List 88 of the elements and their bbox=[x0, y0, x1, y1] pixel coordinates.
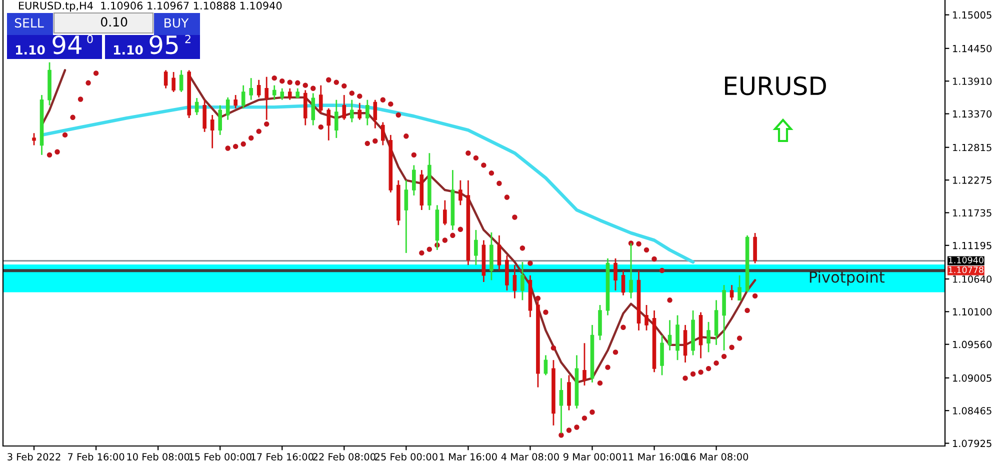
x-tick-label: 16 Mar 08:00 bbox=[684, 453, 748, 460]
x-tick-label: 1 Mar 16:00 bbox=[440, 453, 497, 460]
candlestick bbox=[358, 102, 362, 121]
y-tick-label: 1.07925 bbox=[953, 440, 992, 448]
y-tick-label: 1.13370 bbox=[953, 110, 992, 118]
y-tick-label: 1.14450 bbox=[953, 44, 992, 52]
ref-line-label: 1.10940 bbox=[948, 256, 984, 264]
candlestick bbox=[520, 261, 524, 301]
y-tick-label: 1.12275 bbox=[953, 176, 992, 184]
annotation: 0.10 bbox=[100, 17, 128, 27]
candlestick bbox=[404, 180, 408, 254]
candlestick bbox=[474, 229, 478, 266]
candlestick bbox=[256, 79, 261, 98]
y-tick-label: 1.10640 bbox=[953, 275, 992, 283]
candlestick bbox=[272, 84, 276, 101]
y-tick-label: 1.10100 bbox=[953, 308, 992, 316]
annotation: BUY bbox=[164, 18, 189, 28]
candlestick bbox=[582, 342, 586, 386]
candlestick bbox=[443, 200, 447, 226]
candlestick bbox=[218, 104, 222, 136]
band-label: Pivotpoint bbox=[810, 270, 884, 286]
candlestick bbox=[334, 99, 338, 139]
x-tick-label: 4 Mar 08:00 bbox=[501, 453, 559, 460]
candlestick bbox=[629, 242, 633, 300]
y-tick-label: 1.11735 bbox=[953, 209, 992, 217]
candlestick bbox=[164, 70, 168, 90]
candlestick bbox=[241, 84, 246, 110]
candlestick bbox=[32, 132, 36, 146]
candlestick bbox=[172, 71, 176, 93]
candlestick bbox=[381, 122, 385, 146]
candlestick bbox=[264, 76, 269, 121]
annotation: EURUSD bbox=[725, 76, 826, 96]
candlestick bbox=[249, 77, 253, 101]
candlestick bbox=[342, 94, 346, 121]
x-tick-label: 9 Mar 00:00 bbox=[563, 453, 621, 460]
x-tick-label: 7 Feb 16:00 bbox=[68, 452, 124, 460]
x-tick-label: 10 Feb 08:00 bbox=[127, 452, 190, 460]
annotation: 1.10 bbox=[114, 45, 143, 55]
x-tick-label: 25 Feb 00:00 bbox=[374, 452, 438, 460]
candlestick bbox=[210, 114, 214, 149]
annotation: 94 bbox=[52, 35, 82, 54]
candlestick bbox=[512, 264, 517, 300]
y-tick-label: 1.11195 bbox=[953, 242, 992, 250]
annotation: 1.10 bbox=[16, 45, 45, 55]
annotation: 95 bbox=[150, 35, 178, 54]
candlestick bbox=[668, 319, 672, 352]
chart-title: EURUSD.tp,H4 1.10906 1.10967 1.10888 1.10940 bbox=[19, 2, 282, 12]
candlestick bbox=[288, 88, 292, 101]
x-tick-label: 11 Mar 16:00 bbox=[622, 453, 686, 460]
candlestick bbox=[567, 374, 571, 411]
annotation: 0 bbox=[87, 34, 93, 44]
candlestick bbox=[458, 180, 462, 206]
y-tick-label: 1.15005 bbox=[953, 11, 992, 19]
x-tick-label: 17 Feb 16:00 bbox=[251, 452, 314, 460]
y-tick-label: 1.08465 bbox=[953, 407, 992, 414]
ref-line-label: 1.10778 bbox=[948, 266, 984, 274]
candlestick bbox=[644, 304, 648, 332]
candlestick bbox=[373, 99, 378, 129]
candlestick bbox=[738, 274, 742, 301]
y-tick-label: 1.09005 bbox=[953, 374, 992, 382]
annotation: 2 bbox=[185, 34, 190, 44]
candlestick bbox=[318, 84, 323, 114]
candlestick bbox=[730, 284, 734, 301]
x-tick-label: 15 Feb 00:00 bbox=[189, 452, 252, 460]
candlestick bbox=[194, 97, 199, 116]
x-tick-label: 22 Feb 08:00 bbox=[312, 452, 376, 460]
candlestick bbox=[365, 99, 370, 126]
annotation: SELL bbox=[14, 18, 44, 28]
candlestick bbox=[544, 354, 548, 376]
candlestick bbox=[311, 92, 316, 126]
y-tick-label: 1.13910 bbox=[953, 78, 992, 85]
candlestick bbox=[350, 99, 354, 123]
y-tick-label: 1.12815 bbox=[953, 144, 992, 152]
candlestick bbox=[621, 270, 626, 296]
y-tick-label: 1.09560 bbox=[953, 340, 992, 348]
candlestick bbox=[179, 70, 184, 93]
x-tick-label: 3 Feb 2022 bbox=[8, 452, 60, 460]
candlestick bbox=[660, 334, 664, 376]
candlestick bbox=[280, 88, 284, 101]
candlestick bbox=[226, 96, 230, 121]
candlestick bbox=[202, 99, 206, 133]
candlestick bbox=[706, 321, 710, 353]
candlestick bbox=[412, 164, 416, 196]
candlestick bbox=[234, 94, 238, 110]
candlestick bbox=[614, 258, 618, 292]
candlestick bbox=[326, 108, 331, 142]
candlestick bbox=[497, 234, 502, 272]
candlestick bbox=[753, 232, 757, 264]
